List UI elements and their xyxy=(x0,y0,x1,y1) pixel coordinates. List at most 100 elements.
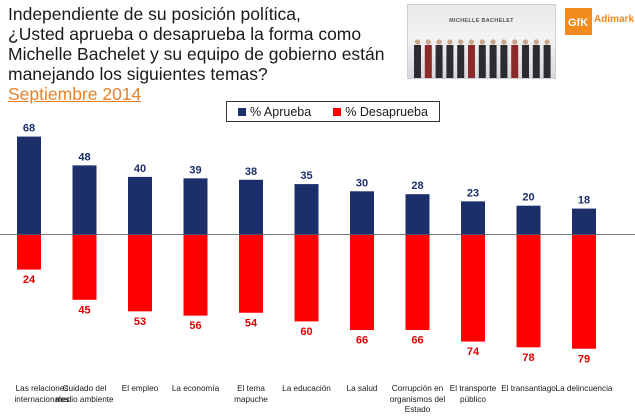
data-label-aprueba: 35 xyxy=(300,170,312,182)
person-head xyxy=(522,39,529,45)
data-label-aprueba: 18 xyxy=(578,195,590,207)
person-head xyxy=(512,39,518,45)
bar-aprueba xyxy=(239,179,263,235)
person-body xyxy=(414,45,421,78)
data-label-desaprueba: 54 xyxy=(245,317,258,329)
chart-legend: % Aprueba % Desaprueba xyxy=(226,101,440,122)
category-label: El transporte público xyxy=(449,384,497,404)
bar-aprueba xyxy=(516,205,541,235)
person-body xyxy=(468,45,475,78)
person-body xyxy=(489,45,497,78)
data-label-aprueba: 38 xyxy=(245,166,257,178)
data-label-desaprueba: 24 xyxy=(23,274,36,286)
data-label-desaprueba: 79 xyxy=(578,353,590,365)
category-label: La salud xyxy=(346,384,378,393)
bar-aprueba xyxy=(72,165,97,235)
data-label-desaprueba: 66 xyxy=(356,335,368,347)
person-body xyxy=(532,45,540,78)
category-label: El transantiago xyxy=(501,384,556,393)
person-head xyxy=(544,39,550,45)
bar-aprueba xyxy=(350,191,374,235)
bar-aprueba xyxy=(183,178,208,235)
category-label: La delincuencia xyxy=(555,384,613,393)
category-label: Cuidado del medio ambiente xyxy=(55,384,114,404)
data-label-aprueba: 68 xyxy=(23,123,35,135)
bar-desaprueba xyxy=(17,235,41,270)
person-head xyxy=(425,39,431,45)
bar-desaprueba xyxy=(183,235,208,316)
bar-aprueba xyxy=(294,184,319,235)
person-body xyxy=(478,45,486,78)
person-body xyxy=(522,45,529,78)
person-head xyxy=(490,39,496,45)
person-body xyxy=(424,45,432,78)
title-line: ¿Usted aprueba o desaprueba la forma com… xyxy=(8,24,362,44)
data-label-desaprueba: 45 xyxy=(78,304,90,316)
person-body xyxy=(500,45,508,78)
bar-desaprueba xyxy=(572,235,596,349)
category-label: Las relaciones internacionales xyxy=(14,384,70,404)
title-line: Michelle Bachelet y su equipo de gobiern… xyxy=(8,44,385,64)
category-label: El empleo xyxy=(121,384,159,393)
data-label-aprueba: 40 xyxy=(134,163,146,175)
bar-aprueba xyxy=(128,176,152,235)
category-label: Corrupción en organismos del Estado xyxy=(389,384,446,414)
data-label-desaprueba: 78 xyxy=(522,352,534,364)
person-body xyxy=(435,45,443,78)
legend-label-aprueba: % Aprueba xyxy=(250,104,312,119)
chart-title: Independiente de su posición política, ¿… xyxy=(8,4,408,84)
government-team-photo: MICHELLE BACHELET xyxy=(407,4,556,79)
person-head xyxy=(458,39,464,45)
bar-aprueba xyxy=(461,201,485,235)
title-line: manejando los siguientes temas? xyxy=(8,64,268,84)
bar-desaprueba xyxy=(405,235,430,331)
bar-desaprueba xyxy=(461,235,485,342)
legend-label-desaprueba: % Desaprueba xyxy=(345,104,428,119)
logo-mark-text: GfK xyxy=(568,17,589,29)
person-body xyxy=(457,45,465,78)
data-label-aprueba: 39 xyxy=(189,164,201,176)
bar-desaprueba xyxy=(294,235,319,322)
title-line: Independiente de su posición política, xyxy=(8,4,301,24)
logo-mark-box: GfK xyxy=(565,8,592,35)
logo-name-text: Adimark xyxy=(594,14,635,25)
person-head xyxy=(468,39,475,45)
bar-desaprueba xyxy=(350,235,374,331)
data-label-aprueba: 30 xyxy=(356,177,368,189)
person-head xyxy=(414,39,421,45)
bar-desaprueba xyxy=(128,235,152,312)
data-label-aprueba: 23 xyxy=(467,187,479,199)
bar-aprueba xyxy=(405,194,430,235)
legend-swatch-aprueba xyxy=(238,107,247,116)
people-figures xyxy=(414,39,551,78)
data-label-aprueba: 20 xyxy=(522,192,534,204)
data-label-aprueba: 48 xyxy=(78,151,90,163)
person-head xyxy=(533,39,539,45)
photo-banner: MICHELLE BACHELET xyxy=(449,18,514,24)
data-label-desaprueba: 56 xyxy=(189,320,201,332)
gfk-adimark-logo: GfK Adimark xyxy=(565,6,635,40)
bar-aprueba xyxy=(572,208,596,235)
person-head xyxy=(501,39,507,45)
category-label: La educación xyxy=(282,384,331,393)
person-body xyxy=(543,45,551,78)
person-body xyxy=(446,45,454,78)
person-body xyxy=(511,45,519,78)
data-label-desaprueba: 60 xyxy=(300,326,312,338)
bar-desaprueba xyxy=(72,235,97,300)
data-label-desaprueba: 53 xyxy=(134,316,146,328)
bar-desaprueba xyxy=(516,235,541,348)
legend-item-aprueba: % Aprueba xyxy=(238,105,311,119)
data-label-desaprueba: 74 xyxy=(467,346,480,358)
person-head xyxy=(479,39,485,45)
category-label: El tema mapuche xyxy=(234,384,268,404)
bar-aprueba xyxy=(17,136,41,235)
legend-swatch-desaprueba xyxy=(333,107,342,116)
legend-item-desaprueba: % Desaprueba xyxy=(333,105,428,119)
bar-desaprueba xyxy=(239,235,263,313)
data-label-desaprueba: 66 xyxy=(411,335,423,347)
person-head xyxy=(447,39,453,45)
data-label-aprueba: 28 xyxy=(411,180,423,192)
chart-subtitle: Septiembre 2014 xyxy=(8,84,142,104)
